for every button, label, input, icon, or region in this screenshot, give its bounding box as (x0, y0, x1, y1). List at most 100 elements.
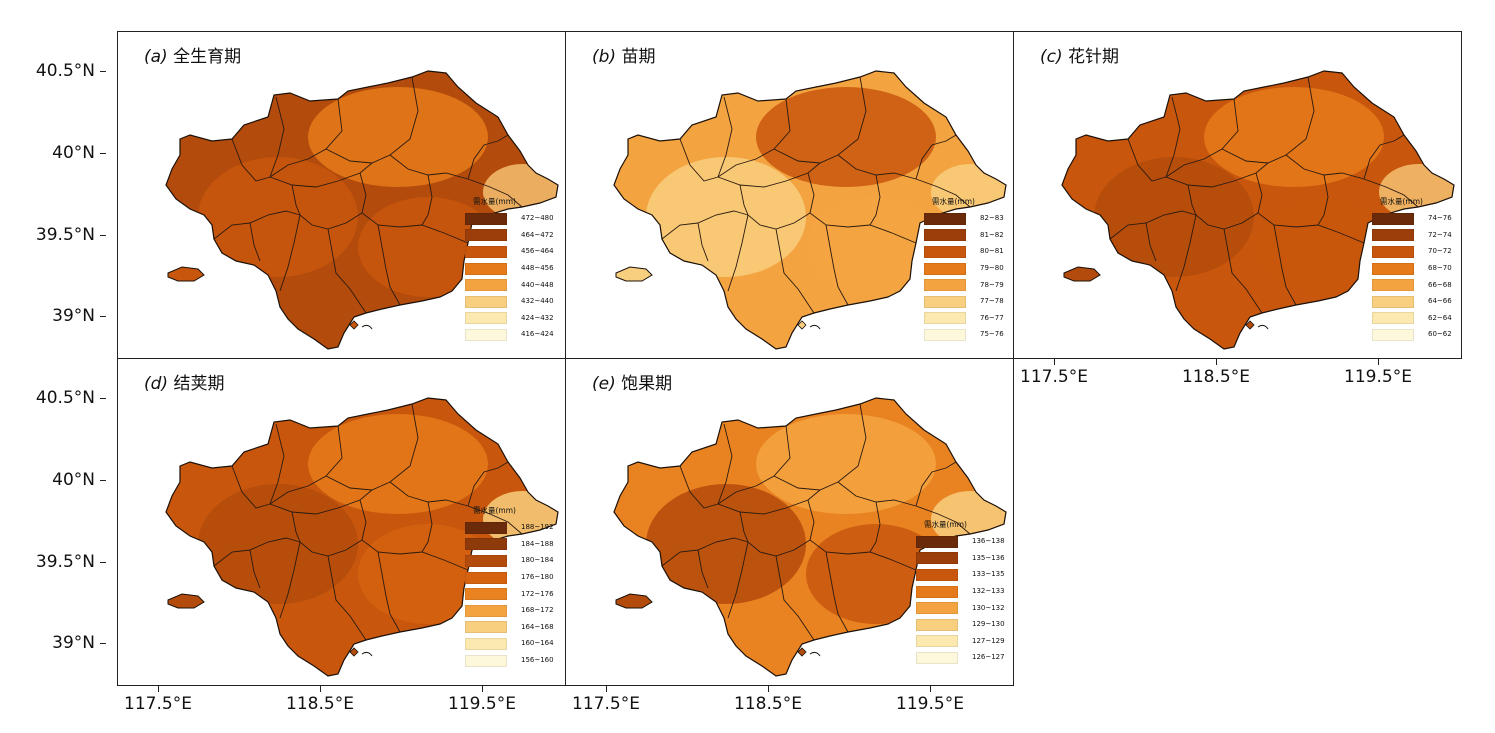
lat-tick-label: 39°N (10, 306, 106, 326)
legend-swatch (465, 521, 507, 534)
legend-range-label: 66~68 (1428, 280, 1452, 289)
lat-tick-label: 39.5°N (10, 552, 106, 572)
island (797, 320, 807, 330)
map-c (1061, 70, 1455, 350)
county-boundary (679, 138, 719, 182)
map-b (613, 70, 1007, 350)
legend-range-label: 79~80 (980, 264, 1004, 273)
county-boundary (697, 549, 709, 589)
legend-swatch (465, 245, 507, 258)
panel-a: (a) 全生育期 需水量(mm) 472~480 464~472 456~464 448… (117, 31, 566, 359)
legend-item: 168~172 (465, 602, 554, 619)
legend-swatch (1372, 245, 1414, 258)
contour-zone (756, 414, 936, 514)
county-boundary (213, 210, 301, 240)
legend-item: 127~129 (916, 633, 1005, 650)
legend-range-label: 472~480 (521, 214, 554, 223)
legend-swatch (924, 262, 966, 275)
lat-tick-label: 40.5°N (10, 388, 106, 408)
legend-swatch (465, 229, 507, 242)
contour-zone (308, 414, 488, 514)
legend-range-label: 184~188 (521, 539, 554, 548)
legend-item: 77~78 (924, 293, 1004, 310)
legend-range-label: 176~180 (521, 573, 554, 582)
map-d (165, 397, 559, 677)
county-boundary (1273, 224, 1297, 306)
lat-tick-label: 39°N (10, 633, 106, 653)
island (167, 593, 205, 609)
county-boundary (421, 174, 433, 226)
legend-swatch (1372, 295, 1414, 308)
legend-item: 172~176 (465, 586, 554, 603)
legend-item: 82~83 (924, 211, 1004, 228)
lat-tick-label: 40.5°N (10, 61, 106, 81)
legend-item: 62~64 (1372, 310, 1452, 327)
coast-islet (361, 651, 373, 657)
panel-d: (d) 结荚期 需水量(mm) 188~192 184~188 180~184 176~… (117, 358, 566, 686)
county-boundary (869, 174, 881, 226)
coast-islet (809, 651, 821, 657)
county-boundary (697, 222, 709, 262)
legend-range-label: 133~135 (972, 570, 1005, 579)
legend-item: 164~168 (465, 619, 554, 636)
island (349, 320, 359, 330)
lat-tick-label: 40°N (10, 143, 106, 163)
legend-swatch (916, 651, 958, 664)
island (167, 266, 205, 282)
coast-islet (1257, 324, 1269, 330)
county-boundary (279, 541, 301, 619)
legend-item: 424~432 (465, 310, 554, 327)
county-boundary (421, 501, 433, 553)
legend-item: 72~74 (1372, 227, 1452, 244)
county-boundary (327, 228, 367, 314)
legend-item: 129~130 (916, 616, 1005, 633)
legend-item: 135~136 (916, 550, 1005, 567)
lon-tick-label: 118.5°E (713, 686, 823, 714)
legend-swatch (924, 245, 966, 258)
county-boundary (467, 134, 509, 180)
legend-item: 126~127 (916, 650, 1005, 667)
county-boundary (291, 184, 363, 230)
legend-range-label: 74~76 (1428, 214, 1452, 223)
legend-title: 需水量(mm) (932, 197, 975, 206)
legend-range-label: 156~160 (521, 656, 554, 665)
island (797, 647, 807, 657)
legend-range-label: 77~78 (980, 297, 1004, 306)
legend-item: 78~79 (924, 277, 1004, 294)
legend-swatch (916, 552, 958, 565)
legend-range-label: 80~81 (980, 247, 1004, 256)
county-boundary (269, 489, 373, 515)
county-boundary (377, 224, 401, 306)
legend-swatch (1372, 262, 1414, 275)
county-boundary (213, 537, 301, 567)
legend: 需水量(mm) 136~138 135~136 133~135 132~133 130~1… (916, 521, 1005, 666)
panel-title: (b) 苗期 (592, 47, 656, 67)
island (1245, 320, 1255, 330)
legend-swatch (924, 279, 966, 292)
legend-swatch (465, 604, 507, 617)
county-boundary (717, 162, 821, 188)
county-boundary (775, 228, 815, 314)
county-boundary (775, 555, 815, 641)
legend-range-label: 136~138 (972, 537, 1005, 546)
legend-item: 68~70 (1372, 260, 1452, 277)
legend-range-label: 64~66 (1428, 297, 1452, 306)
county-boundary (739, 511, 811, 557)
legend-swatch (916, 602, 958, 615)
legend-item: 160~164 (465, 636, 554, 653)
lat-tick-label: 39.5°N (10, 225, 106, 245)
legend-range-label: 127~129 (972, 636, 1005, 645)
county-boundary (231, 465, 271, 509)
legend-swatch (924, 328, 966, 341)
map-outline (1061, 70, 1455, 350)
county-boundary (1127, 138, 1167, 182)
map-a (165, 70, 559, 350)
legend-swatch (465, 621, 507, 634)
panel-e: (e) 饱果期 需水量(mm) 136~138 135~136 133~135 132~… (565, 358, 1014, 686)
legend-swatch (465, 295, 507, 308)
county-boundary (717, 425, 791, 505)
legend-range-label: 126~127 (972, 653, 1005, 662)
county-boundary (717, 98, 791, 178)
county-boundary (1165, 162, 1269, 188)
legend-range-label: 135~136 (972, 553, 1005, 562)
